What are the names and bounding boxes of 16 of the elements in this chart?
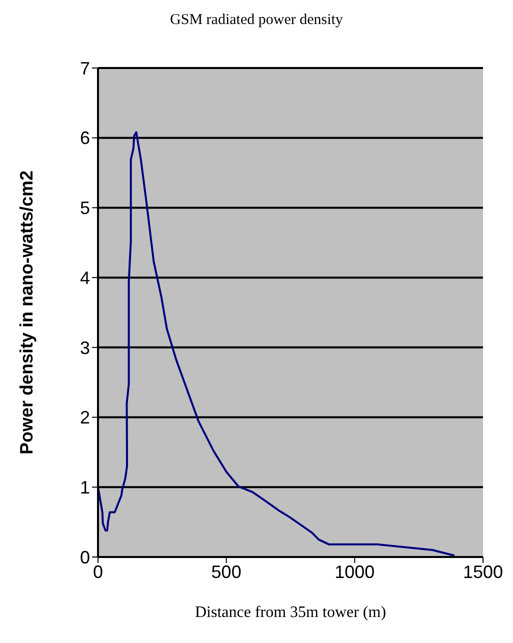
x-axis-title: Distance from 35m tower (m) bbox=[194, 604, 386, 621]
y-tick-label: 4 bbox=[80, 268, 90, 288]
y-tick-label: 2 bbox=[80, 408, 90, 428]
y-tick-label: 6 bbox=[80, 128, 90, 148]
y-axis-title: Power density in nano-watts/cm2 bbox=[16, 170, 36, 455]
chart-title: GSM radiated power density bbox=[169, 12, 344, 30]
x-tick-label: 1000 bbox=[334, 562, 375, 582]
y-tick-label: 7 bbox=[80, 58, 90, 78]
y-tick-label: 5 bbox=[80, 198, 90, 218]
x-tick-label: 1500 bbox=[462, 562, 504, 582]
y-tick-label: 0 bbox=[80, 547, 90, 568]
y-tick-label: 1 bbox=[80, 478, 90, 498]
y-tick-label: 3 bbox=[80, 338, 90, 358]
line-series bbox=[98, 131, 456, 557]
x-tick-label: 0 bbox=[92, 562, 104, 582]
x-tick-label: 500 bbox=[211, 562, 242, 582]
